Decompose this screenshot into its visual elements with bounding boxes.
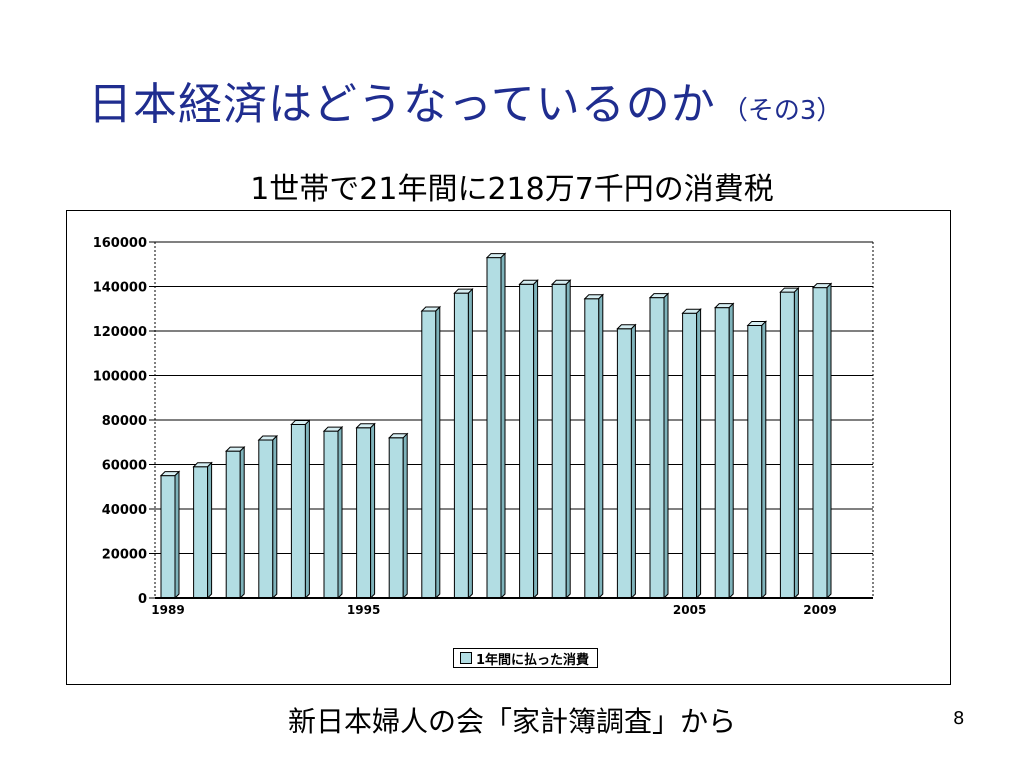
bar [160, 475, 176, 599]
slide-title-suffix: （その3） [721, 96, 843, 126]
bar [551, 283, 567, 599]
bar-side [435, 305, 441, 600]
bar [616, 328, 632, 599]
bar [258, 439, 274, 599]
y-tick-label: 20000 [102, 548, 147, 563]
bar-side [402, 432, 408, 600]
legend-label: 1年間に払った消費 [476, 652, 590, 668]
bar-side [761, 320, 767, 600]
y-tick-label: 40000 [102, 503, 147, 518]
bar-side [630, 323, 636, 600]
bar [519, 283, 535, 599]
bar-side [304, 419, 310, 600]
chart-title: 1世帯で21年間に218万7千円の消費税 [250, 172, 774, 207]
bar-side [370, 422, 376, 600]
bar-side [793, 286, 799, 600]
bar-side [728, 302, 734, 600]
y-tick-label: 160000 [93, 236, 147, 251]
bar [421, 310, 437, 599]
y-tick-label: 140000 [93, 281, 147, 296]
bar [356, 427, 372, 599]
y-tick-label: 100000 [93, 370, 147, 385]
bar [388, 437, 404, 599]
bar-side [826, 282, 832, 600]
bar [584, 298, 600, 599]
bar-side [696, 307, 702, 600]
bar [453, 292, 469, 599]
bar [486, 257, 502, 599]
bar-side [500, 252, 506, 600]
bar [290, 423, 306, 599]
y-tick-label: 60000 [102, 459, 147, 474]
slide-title-main: 日本経済はどうなっているのか [88, 79, 716, 130]
page-number: 8 [953, 708, 965, 729]
bar [779, 291, 795, 599]
slide-title: 日本経済はどうなっているのか （その3） [88, 68, 842, 132]
x-tick-label: 1989 [151, 603, 184, 617]
bar-side [467, 287, 473, 600]
bar [225, 450, 241, 599]
bar-side [174, 470, 180, 600]
bar [812, 287, 828, 599]
chart-legend: 1年間に払った消費 [453, 648, 599, 668]
y-tick-label: 80000 [102, 414, 147, 429]
bar [714, 307, 730, 599]
bar-side [239, 445, 245, 600]
bar [193, 466, 209, 599]
bar-side [565, 279, 571, 600]
bar [323, 430, 339, 599]
bar [747, 324, 763, 599]
bar [649, 297, 665, 599]
bar-side [663, 292, 669, 600]
x-tick-label: 2009 [803, 603, 836, 617]
bar-side [272, 434, 278, 600]
bar-side [207, 461, 213, 600]
x-tick-label: 2005 [673, 603, 706, 617]
legend-swatch [460, 652, 472, 664]
bar-side [337, 425, 343, 600]
bar-side [533, 279, 539, 600]
y-tick-label: 120000 [93, 325, 147, 340]
y-tick-label: 0 [138, 592, 147, 607]
bar-side [598, 293, 604, 600]
bar [682, 312, 698, 599]
slide-footer: 新日本婦人の会「家計簿調査」から [287, 705, 736, 738]
x-tick-label: 1995 [347, 603, 380, 617]
chart-frame [66, 210, 951, 685]
